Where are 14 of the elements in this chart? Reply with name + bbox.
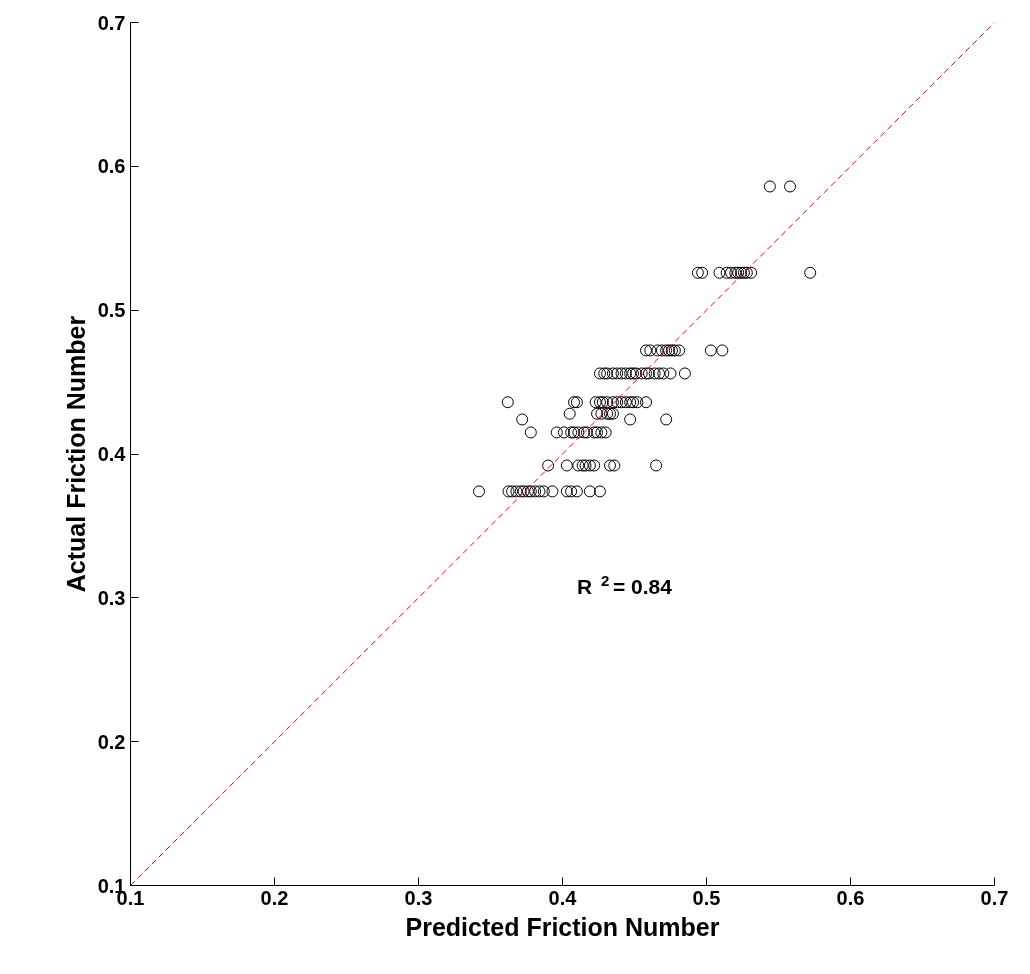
- y-tick-label: 0.5: [97, 299, 126, 322]
- x-tick-label: 0.7: [980, 886, 1009, 909]
- y-tick-label: 0.3: [97, 586, 126, 609]
- x-tick-label: 0.5: [692, 886, 721, 909]
- x-tick-label: 0.6: [836, 886, 865, 909]
- y-tick-label: 0.6: [97, 155, 126, 178]
- y-axis-title: Actual Friction Number: [61, 315, 90, 593]
- y-tick-label: 0.2: [97, 730, 126, 753]
- x-axis-title: Predicted Friction Number: [405, 912, 720, 941]
- x-tick-label: 0.2: [260, 886, 289, 909]
- y-tick-label: 0.7: [97, 11, 126, 34]
- x-tick-label: 0.4: [548, 886, 578, 909]
- y-tick-label: 0.4: [97, 443, 127, 465]
- x-tick-label: 0.3: [404, 886, 433, 909]
